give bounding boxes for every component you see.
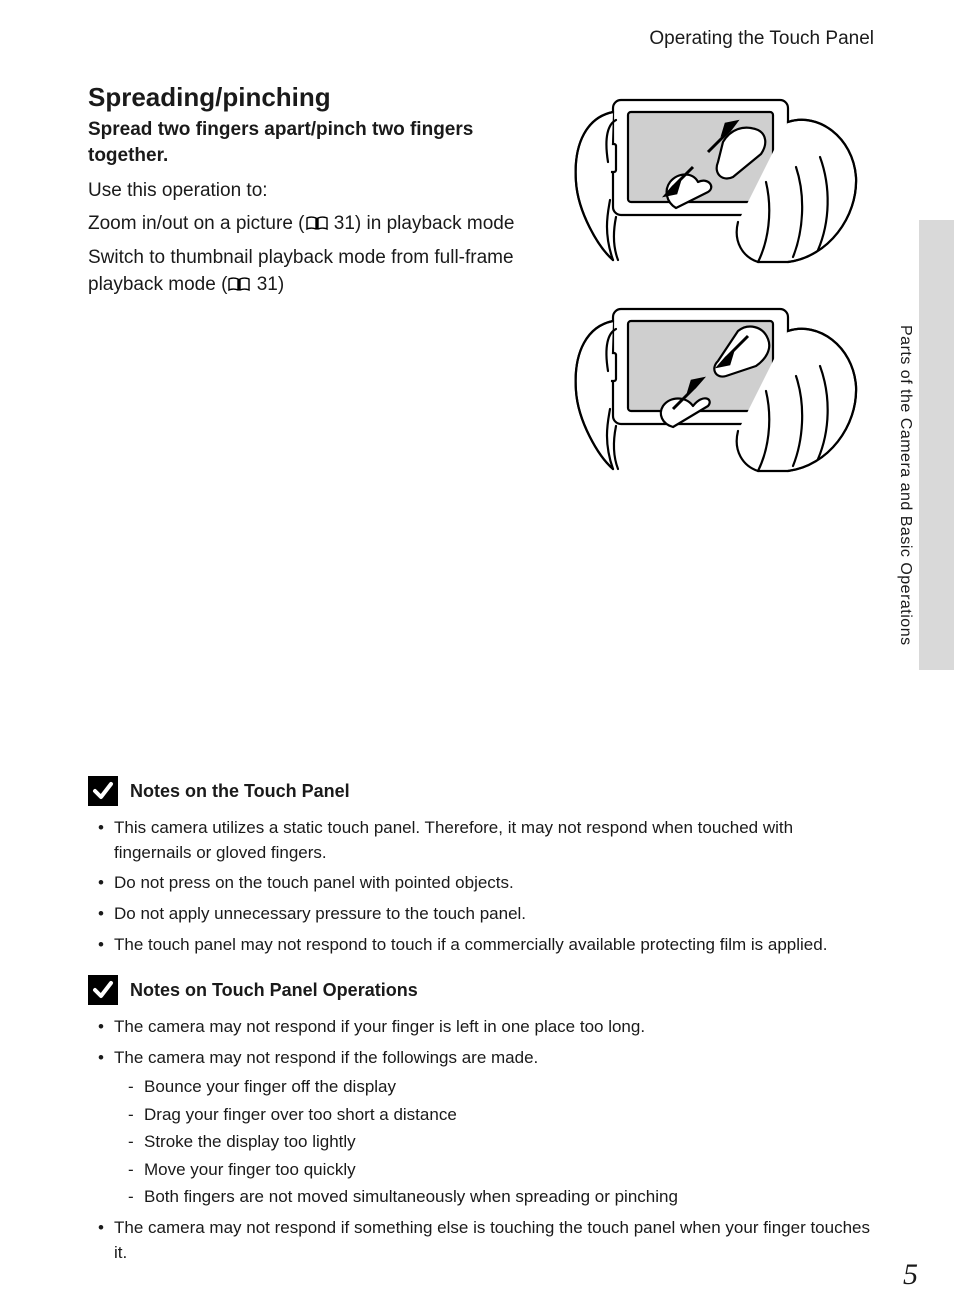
note-heading-2: Notes on Touch Panel Operations	[88, 975, 874, 1005]
section-title: Spreading/pinching	[88, 82, 528, 113]
text-column: Spreading/pinching Spread two fingers ap…	[88, 82, 528, 307]
notes-block: Notes on the Touch Panel This camera uti…	[88, 776, 874, 1265]
paragraph-thumbnail: Switch to thumbnail playback mode from f…	[88, 245, 528, 300]
section-tab-label: Parts of the Camera and Basic Operations	[896, 325, 914, 646]
para1-b: ) in playback mode	[355, 213, 514, 234]
note-list-2: The camera may not respond if your finge…	[88, 1015, 874, 1265]
sub-list-item: Bounce your finger off the display	[128, 1074, 874, 1100]
spread-gesture-illustration	[558, 82, 868, 267]
sub-list-item: Move your finger too quickly	[128, 1157, 874, 1183]
note-heading-1: Notes on the Touch Panel	[88, 776, 874, 806]
book-icon	[306, 213, 328, 240]
list-item-text: The camera may not respond if the follow…	[114, 1048, 538, 1067]
sub-list-item: Stroke the display too lightly	[128, 1129, 874, 1155]
list-item: Do not apply unnecessary pressure to the…	[94, 902, 874, 927]
note-title-1: Notes on the Touch Panel	[130, 781, 350, 802]
section-subtitle: Spread two fingers apart/pinch two finge…	[88, 117, 528, 168]
list-item: The camera may not respond if something …	[94, 1216, 874, 1265]
list-item: The camera may not respond if the follow…	[94, 1046, 874, 1210]
sub-list: Bounce your finger off the display Drag …	[114, 1074, 874, 1210]
para2-ref: 31	[257, 274, 278, 295]
manual-page: Operating the Touch Panel Spreading/pinc…	[0, 0, 954, 1314]
list-item: The touch panel may not respond to touch…	[94, 933, 874, 958]
lead-text: Use this operation to:	[88, 178, 528, 205]
para1-ref: 31	[334, 213, 355, 234]
note-list-1: This camera utilizes a static touch pane…	[88, 816, 874, 957]
pinch-gesture-illustration	[558, 291, 868, 476]
paragraph-zoom: Zoom in/out on a picture ( 31) in playba…	[88, 211, 528, 240]
list-item: Do not press on the touch panel with poi…	[94, 871, 874, 896]
sub-list-item: Drag your finger over too short a distan…	[128, 1102, 874, 1128]
list-item: The camera may not respond if your finge…	[94, 1015, 874, 1040]
page-number: 5	[903, 1258, 918, 1292]
note-title-2: Notes on Touch Panel Operations	[130, 980, 418, 1001]
check-icon	[88, 975, 118, 1005]
list-item: This camera utilizes a static touch pane…	[94, 816, 874, 865]
check-icon	[88, 776, 118, 806]
para1-a: Zoom in/out on a picture (	[88, 213, 305, 234]
illustration-column	[558, 82, 868, 476]
running-header: Operating the Touch Panel	[88, 28, 874, 50]
sub-list-item: Both fingers are not moved simultaneousl…	[128, 1184, 874, 1210]
content-row: Spreading/pinching Spread two fingers ap…	[88, 82, 874, 476]
para2-a: Switch to thumbnail playback mode from f…	[88, 247, 514, 295]
section-tab	[919, 220, 954, 670]
para2-b: )	[278, 274, 284, 295]
book-icon	[228, 274, 250, 301]
